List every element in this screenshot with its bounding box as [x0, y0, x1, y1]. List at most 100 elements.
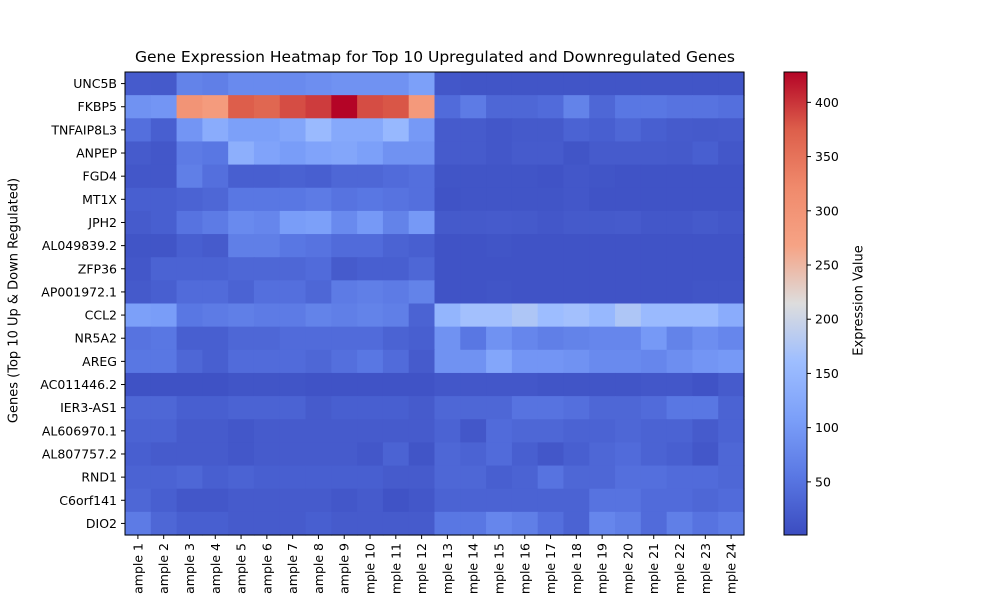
heatmap-cell	[486, 372, 513, 397]
heatmap-cell	[718, 118, 745, 143]
heatmap-cell	[253, 257, 281, 281]
heatmap-cell	[460, 141, 487, 166]
heatmap-cell	[615, 280, 642, 305]
heatmap-cell	[666, 442, 694, 467]
heatmap-cell	[279, 303, 307, 328]
heatmap-cell	[589, 488, 616, 513]
heatmap-cell	[125, 419, 152, 443]
heatmap-cell	[408, 234, 436, 258]
y-ticks: UNC5B FKBP5 TNFAIP8L3 ANPEP FGD4 MT1X JPH2 AL04…	[40, 76, 125, 531]
heatmap-cell	[640, 511, 668, 536]
heatmap-cell	[589, 280, 616, 305]
heatmap-cell	[331, 465, 358, 490]
heatmap-cell	[202, 488, 229, 513]
heatmap-cell	[228, 72, 255, 96]
colorbar-tick-label: 50	[815, 474, 831, 489]
heatmap-cell	[434, 303, 461, 328]
heatmap-cell	[305, 488, 332, 513]
heatmap-cell	[305, 442, 332, 467]
heatmap-cell	[125, 164, 152, 189]
heatmap-cell	[486, 118, 513, 143]
heatmap-cell	[408, 72, 436, 96]
heatmap-cell	[202, 95, 229, 119]
heatmap-cell	[692, 141, 719, 166]
heatmap-cell	[357, 95, 384, 119]
heatmap-cell	[460, 326, 487, 351]
heatmap-cell	[692, 118, 719, 143]
heatmap-cell	[511, 210, 539, 235]
heatmap-cell	[357, 488, 384, 513]
heatmap-cell	[125, 257, 152, 281]
heatmap-cell	[150, 95, 178, 119]
heatmap-cell	[692, 72, 719, 96]
heatmap-cell	[202, 442, 229, 467]
heatmap-cell	[486, 234, 513, 258]
heatmap-cell	[228, 349, 255, 374]
heatmap-cell	[615, 234, 642, 258]
heatmap-cell	[408, 396, 436, 420]
heatmap-cell	[305, 95, 332, 119]
heatmap-cell	[537, 419, 565, 443]
heatmap-cell	[228, 95, 255, 119]
y-tick-label: AP001972.1	[41, 284, 117, 299]
heatmap-cell	[718, 419, 745, 443]
heatmap-cell	[357, 234, 384, 258]
heatmap-cell	[666, 396, 694, 420]
heatmap-cell	[150, 210, 178, 235]
heatmap-cell	[640, 95, 668, 119]
heatmap-cell	[228, 210, 255, 235]
x-tick-label: mple 15	[491, 543, 506, 594]
heatmap-cell	[150, 280, 178, 305]
x-tick-label: mple 16	[517, 543, 532, 594]
heatmap-cell	[486, 326, 513, 351]
heatmap-cell	[176, 303, 203, 328]
heatmap-cell	[202, 303, 229, 328]
heatmap-cell	[176, 118, 203, 143]
heatmap-cell	[305, 465, 332, 490]
heatmap-cell	[382, 280, 410, 305]
heatmap-cell	[666, 349, 694, 374]
heatmap-cell	[589, 118, 616, 143]
heatmap-cell	[434, 326, 461, 351]
heatmap-cell	[692, 465, 719, 490]
heatmap-cell	[640, 488, 668, 513]
heatmap-cell	[305, 234, 332, 258]
heatmap-cell	[718, 234, 745, 258]
heatmap-cell	[537, 488, 565, 513]
heatmap-cell	[692, 164, 719, 189]
heatmap-cell	[511, 442, 539, 467]
heatmap-cell	[460, 72, 487, 96]
heatmap-cell	[434, 210, 461, 235]
heatmap-cell	[382, 72, 410, 96]
heatmap-cell	[279, 349, 307, 374]
heatmap-cell	[382, 396, 410, 420]
heatmap-cell	[434, 372, 461, 397]
y-tick-label: DIO2	[86, 516, 117, 531]
heatmap-cell	[486, 257, 513, 281]
heatmap-cell	[408, 465, 436, 490]
heatmap-cell	[305, 511, 332, 536]
heatmap-cell	[357, 118, 384, 143]
heatmap-cell	[408, 95, 436, 119]
heatmap-cell	[357, 419, 384, 443]
heatmap-cell	[718, 141, 745, 166]
heatmap-cell	[305, 187, 332, 212]
heatmap-cell	[692, 511, 719, 536]
y-tick-label: AL049839.2	[42, 238, 117, 253]
heatmap-cell	[434, 95, 461, 119]
heatmap-cell	[615, 419, 642, 443]
heatmap-cell	[511, 372, 539, 397]
heatmap-cell	[253, 396, 281, 420]
heatmap-cell	[486, 349, 513, 374]
heatmap-cell	[486, 419, 513, 443]
heatmap-cell	[408, 372, 436, 397]
heatmap-cell	[537, 465, 565, 490]
heatmap-cell	[202, 511, 229, 536]
heatmap-cell	[460, 303, 487, 328]
heatmap-cell	[486, 488, 513, 513]
heatmap-cell	[692, 488, 719, 513]
x-tick-label: ample 1	[130, 543, 145, 594]
heatmap-cell	[434, 141, 461, 166]
heatmap-cell	[357, 257, 384, 281]
heatmap-cell	[176, 234, 203, 258]
